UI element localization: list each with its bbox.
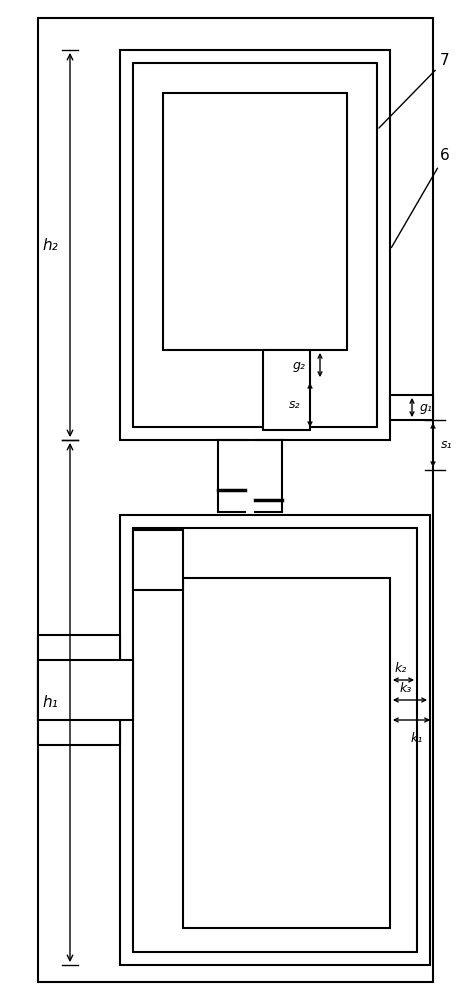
Text: g₂: g₂ xyxy=(292,359,305,371)
Text: g₁: g₁ xyxy=(420,401,433,414)
Text: k₂: k₂ xyxy=(395,662,407,675)
Text: h₂: h₂ xyxy=(42,237,58,252)
Bar xyxy=(183,578,390,928)
Text: k₃: k₃ xyxy=(400,682,412,695)
Bar xyxy=(163,93,347,350)
Text: k₁: k₁ xyxy=(410,732,422,745)
Text: 6: 6 xyxy=(391,148,450,248)
Bar xyxy=(133,528,417,952)
Bar xyxy=(38,18,433,982)
Text: h₁: h₁ xyxy=(42,695,58,710)
Bar xyxy=(38,635,120,745)
Text: s₁: s₁ xyxy=(441,438,453,452)
Bar xyxy=(120,50,390,440)
Bar xyxy=(133,63,377,427)
Bar xyxy=(120,515,430,965)
Text: 7: 7 xyxy=(379,53,450,128)
Bar xyxy=(390,395,433,420)
Bar xyxy=(263,350,310,430)
Bar xyxy=(133,530,183,590)
Text: s₂: s₂ xyxy=(289,398,300,412)
Bar xyxy=(38,660,133,720)
